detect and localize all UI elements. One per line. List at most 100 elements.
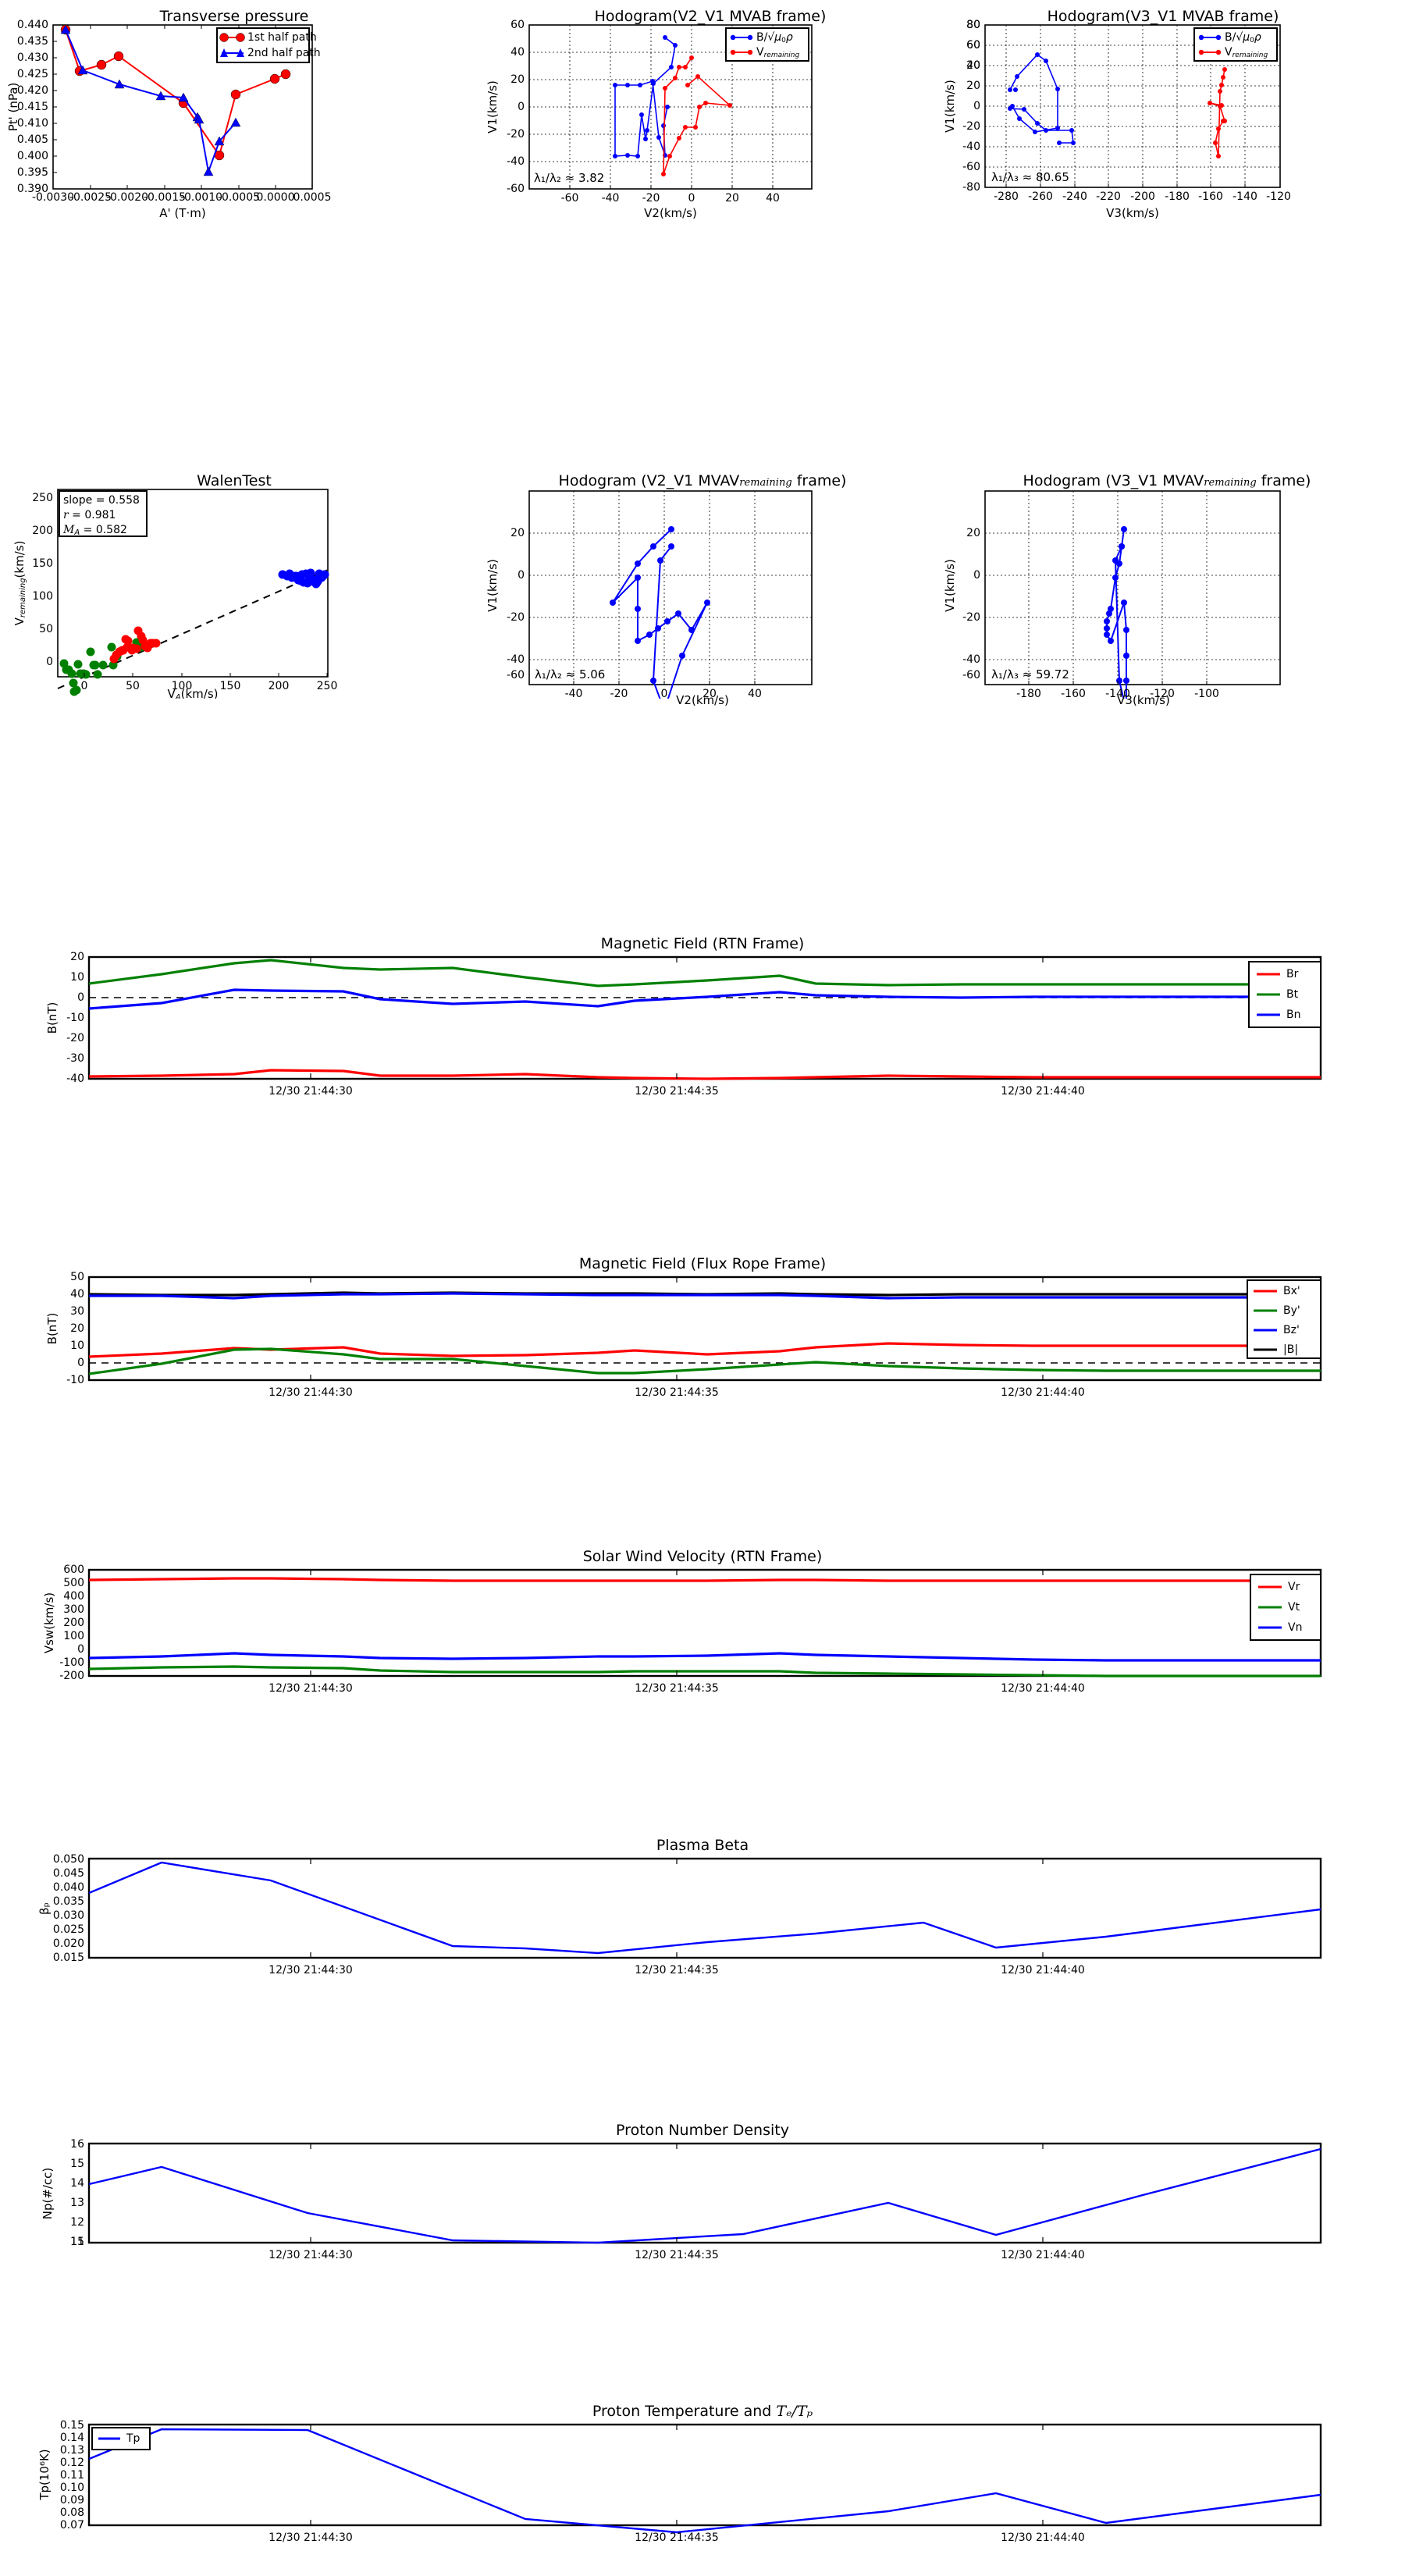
svg-text:0.07: 0.07 — [60, 2519, 84, 2532]
stat-ma: MA = 0.582 — [62, 524, 127, 537]
legend-label: Vt — [1288, 1601, 1300, 1614]
svg-text:-120: -120 — [1266, 190, 1291, 203]
svg-text:15: 15 — [70, 2236, 84, 2248]
svg-text:30: 30 — [70, 1305, 84, 1318]
svg-text:-60: -60 — [561, 192, 579, 205]
svg-text:600: 600 — [63, 1564, 84, 1576]
x-axis-label-text: V3(km/s) — [1117, 693, 1170, 707]
x-axis-label: VA(km/s) — [168, 687, 219, 699]
svg-text:-20: -20 — [610, 688, 628, 699]
svg-text:40: 40 — [70, 1288, 84, 1300]
eigenvalue-ratio-note: λ₁/λ₃ ≈ 80.65 — [991, 170, 1069, 184]
y-axis-label: V1(km/s) — [943, 559, 957, 612]
legend-label: Bn — [1286, 1009, 1300, 1021]
svg-text:-60: -60 — [962, 669, 980, 681]
hodogram-v2v1-mvab-plot: 60 40 20 0 -20 -40 -60 — [486, 19, 813, 220]
svg-text:0: 0 — [77, 991, 84, 1004]
x-tick-label: 12/30 21:44:35 — [635, 2532, 719, 2544]
svg-text:11: 11 — [70, 2236, 84, 2248]
x-tick-label: 12/30 21:44:30 — [269, 2532, 353, 2544]
svg-text:-240: -240 — [1062, 190, 1087, 203]
title-subscript: remaining — [1204, 477, 1257, 489]
svg-text:-10: -10 — [66, 1374, 84, 1386]
svg-text:0: 0 — [973, 100, 980, 112]
panel-title: Transverse pressure — [159, 8, 309, 25]
svg-text:0.0005: 0.0005 — [293, 191, 332, 204]
svg-text:40: 40 — [748, 688, 762, 699]
svg-text:-60: -60 — [507, 183, 525, 195]
y-axis-label: V1(km/s) — [486, 559, 500, 612]
panel-title: WalenTest — [197, 472, 272, 489]
svg-text:14: 14 — [70, 2177, 84, 2190]
panel-hodogram-v2v1-mvav: Hodogram (V2_V1 MVAVremaining frame) 20 0… — [468, 464, 937, 707]
svg-text:0.10: 0.10 — [60, 2482, 84, 2494]
y-axis-label: Np(#/cc) — [41, 2168, 55, 2220]
svg-text:0: 0 — [688, 192, 695, 205]
hodogram-v2v1-mvav-plot: 20 0 -20 -40 -60 λ₁/λ₂ ≈ 5.06 -40 -20 0 20 40 — [486, 490, 813, 699]
svg-text:-0.0020: -0.0020 — [106, 191, 148, 204]
x-tick-label: 12/30 21:44:30 — [269, 2249, 353, 2261]
svg-text:40: 40 — [510, 46, 525, 59]
transverse-pressure-plot: 0.440 0.435 0.430 0.425 0.420 0.415 0.410 0.… — [6, 19, 332, 220]
x-tick-label: 12/30 21:44:35 — [635, 1964, 719, 1976]
svg-text:0: 0 — [518, 101, 525, 113]
svg-text:20: 20 — [966, 80, 980, 92]
x-tick-label: 12/30 21:44:40 — [1001, 2532, 1085, 2544]
svg-text:0.440: 0.440 — [17, 19, 48, 31]
x-tick-label: 12/30 21:44:30 — [269, 1085, 353, 1098]
y-axis-label: B(nT) — [45, 1002, 59, 1034]
svg-text:-20: -20 — [962, 120, 980, 133]
y-axis-label: V1(km/s) — [943, 80, 957, 133]
x-tick-label: 12/30 21:44:40 — [1001, 1682, 1085, 1695]
eigenvalue-ratio-note: λ₁/λ₃ ≈ 59.72 — [991, 667, 1069, 681]
svg-text:0.025: 0.025 — [53, 1923, 84, 1936]
y-axis-label: B(nT) — [45, 1313, 59, 1345]
svg-text:0.030: 0.030 — [53, 1909, 84, 1922]
svg-text:-60: -60 — [962, 161, 980, 173]
svg-text:0.045: 0.045 — [53, 1867, 84, 1880]
svg-text:200: 200 — [269, 680, 290, 692]
svg-text:80: 80 — [966, 19, 980, 31]
panel-title: Proton Number Density — [616, 2122, 789, 2139]
panel-proton-temperature: Proton Temperature and Tₑ/Tₚ 0.15 0.14 0.1… — [0, 2396, 1405, 2576]
svg-text:0.040: 0.040 — [53, 1881, 84, 1894]
panel-transverse-pressure: Transverse pressure 0.440 0.435 0.430 0.42… — [0, 0, 468, 234]
panel-proton-number-density: Proton Number Density 16 15 14 13 12 15 11 1… — [0, 2115, 1405, 2365]
y-axis-label: βₚ — [37, 1902, 52, 1915]
legend-label-b-alfven: B/√μ0ρ — [756, 31, 793, 44]
stat-slope: slope = 0.558 — [63, 494, 140, 507]
y-axis-label: Tp(10⁶K) — [37, 2449, 52, 2500]
panel-title: Hodogram(V2_V1 MVAB frame) — [594, 8, 827, 25]
legend-label: Vr — [1288, 1581, 1300, 1593]
legend-label: By' — [1283, 1304, 1300, 1317]
svg-text:-30: -30 — [66, 1052, 84, 1065]
svg-text:0.425: 0.425 — [17, 68, 48, 80]
svg-text:0.11: 0.11 — [60, 2469, 84, 2482]
svg-text:13: 13 — [70, 2197, 84, 2209]
svg-text:20: 20 — [510, 73, 525, 86]
svg-text:80: 80 — [966, 19, 980, 31]
svg-text:20: 20 — [725, 192, 739, 205]
svg-text:-120: -120 — [1150, 688, 1175, 699]
svg-text:400: 400 — [63, 1590, 84, 1603]
svg-text:0.035: 0.035 — [53, 1895, 84, 1908]
svg-text:0: 0 — [518, 569, 525, 582]
x-tick-label: 12/30 21:44:40 — [1001, 1085, 1085, 1098]
x-axis-label-text: V2(km/s) — [676, 693, 729, 707]
svg-text:-0.0030: -0.0030 — [32, 191, 74, 204]
svg-text:10: 10 — [70, 1340, 84, 1352]
svg-text:15: 15 — [70, 2158, 84, 2170]
panel-title: Hodogram(V3_V1 MVAB frame) — [1047, 8, 1279, 25]
svg-text:0: 0 — [77, 1357, 84, 1369]
x-tick-label: 12/30 21:44:35 — [635, 1085, 719, 1098]
title-suffix: frame) — [791, 472, 847, 489]
svg-text:0.13: 0.13 — [60, 2444, 84, 2457]
proton-number-density-plot: 16 15 14 13 12 15 11 12/30 21:44:30 12/30 21… — [41, 2138, 1322, 2261]
svg-text:-40: -40 — [66, 1073, 84, 1085]
svg-text:20: 20 — [966, 527, 980, 539]
svg-text:-0.0010: -0.0010 — [180, 191, 222, 204]
svg-text:-0.0005: -0.0005 — [218, 191, 260, 204]
legend-label: Bx' — [1283, 1285, 1300, 1297]
svg-text:0.390: 0.390 — [17, 183, 48, 195]
